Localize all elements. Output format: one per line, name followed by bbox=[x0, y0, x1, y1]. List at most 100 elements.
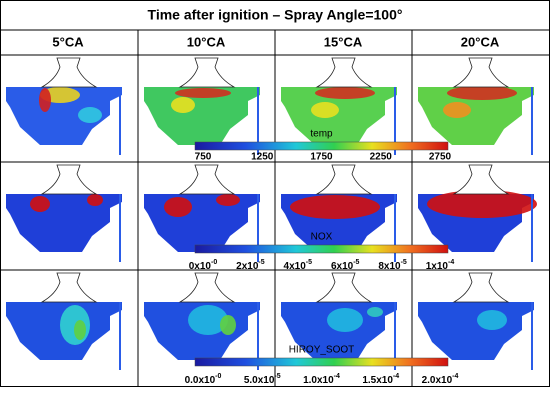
contour bbox=[171, 97, 195, 113]
colorbar-tick-label: 0x10-0 bbox=[189, 259, 218, 272]
contour bbox=[477, 310, 507, 330]
contour bbox=[74, 320, 86, 340]
cfd-panel bbox=[418, 57, 534, 155]
colorbar-tick-label: 2250 bbox=[370, 152, 393, 163]
colorbar-tick-label: 2x10-5 bbox=[236, 259, 265, 272]
contour bbox=[220, 315, 236, 335]
cfd-panel bbox=[144, 57, 260, 155]
chamber bbox=[144, 194, 260, 252]
colorbar-tick-label: 1250 bbox=[251, 152, 274, 163]
valve bbox=[178, 164, 236, 195]
figure-title: Time after ignition – Spray Angle=100° bbox=[148, 7, 403, 23]
column-header: 5°CA bbox=[52, 34, 84, 49]
valve bbox=[178, 272, 236, 303]
valve bbox=[40, 272, 98, 303]
tick-exponent: -5 bbox=[353, 259, 359, 266]
contour bbox=[216, 194, 240, 206]
contour bbox=[175, 88, 231, 98]
contour bbox=[315, 87, 375, 99]
colorbar-tick-label: 1.0x10-4 bbox=[303, 373, 340, 386]
valve bbox=[452, 57, 510, 88]
valve bbox=[40, 57, 98, 88]
colorbar bbox=[194, 141, 449, 151]
cfd-panel bbox=[144, 164, 260, 262]
contour bbox=[327, 308, 363, 332]
valve bbox=[315, 164, 373, 195]
chamber bbox=[6, 87, 122, 145]
tick-base: 1.0x10 bbox=[303, 375, 334, 386]
valve bbox=[40, 164, 98, 195]
colorbar-tick-label: 6x10-5 bbox=[331, 259, 360, 272]
colorbar-label: temp bbox=[310, 129, 333, 140]
colorbar-tick-label: 1750 bbox=[310, 152, 333, 163]
tick-base: 6x10 bbox=[331, 261, 354, 272]
cfd-panel bbox=[281, 57, 397, 155]
colorbar-label: HIROY_SOOT bbox=[289, 345, 355, 356]
contour bbox=[164, 197, 192, 217]
cfd-panel bbox=[418, 164, 537, 262]
colorbar-tick-label: 2750 bbox=[429, 152, 452, 163]
colorbar-tick-label: 5.0x10-5 bbox=[244, 373, 281, 386]
colorbar-tick-label: 1x10-4 bbox=[426, 259, 455, 272]
contour bbox=[443, 102, 471, 118]
tick-exponent: -5 bbox=[401, 259, 407, 266]
cfd-panel bbox=[281, 164, 397, 262]
valve bbox=[452, 164, 510, 195]
tick-base: 5.0x10 bbox=[244, 375, 275, 386]
contour bbox=[447, 86, 517, 100]
cfd-panel bbox=[281, 272, 397, 370]
contour bbox=[30, 196, 50, 212]
colorbar-tick-label: 750 bbox=[195, 152, 212, 163]
contour bbox=[188, 305, 228, 335]
cfd-panel bbox=[418, 272, 534, 370]
contour bbox=[290, 195, 380, 219]
colorbar-tick-label: 4x10-5 bbox=[284, 259, 313, 272]
tick-base: 4x10 bbox=[284, 261, 307, 272]
colorbar bbox=[194, 357, 449, 367]
cfd-panel bbox=[6, 57, 122, 155]
column-header: 20°CA bbox=[461, 34, 500, 49]
chamber bbox=[6, 194, 122, 252]
valve bbox=[315, 272, 373, 303]
contour bbox=[39, 88, 51, 112]
tick-exponent: -0 bbox=[215, 373, 221, 380]
cfd-panel bbox=[144, 272, 260, 370]
colorbar-tick-label: 1.5x10-4 bbox=[362, 373, 399, 386]
tick-base: 1x10 bbox=[426, 261, 449, 272]
contour bbox=[367, 307, 383, 317]
tick-exponent: -4 bbox=[452, 373, 458, 380]
cfd-panel bbox=[6, 164, 122, 262]
tick-exponent: -5 bbox=[306, 259, 312, 266]
colorbar-tick-label: 8x10-5 bbox=[378, 259, 407, 272]
tick-exponent: -4 bbox=[393, 373, 399, 380]
tick-exponent: -0 bbox=[211, 259, 217, 266]
cfd-panel bbox=[6, 272, 122, 370]
tick-base: 0.0x10 bbox=[185, 375, 216, 386]
chamber bbox=[281, 87, 397, 145]
tick-exponent: -5 bbox=[258, 259, 264, 266]
tick-exponent: -5 bbox=[274, 373, 280, 380]
colorbar-tick-label: 0.0x10-0 bbox=[185, 373, 222, 386]
colorbar bbox=[194, 244, 449, 254]
tick-base: 2x10 bbox=[236, 261, 259, 272]
tick-base: 1.5x10 bbox=[362, 375, 393, 386]
colorbar-tick-label: 2.0x10-4 bbox=[422, 373, 459, 386]
column-header: 10°CA bbox=[187, 34, 226, 49]
tick-base: 8x10 bbox=[378, 261, 401, 272]
column-header: 15°CA bbox=[324, 34, 363, 49]
contour bbox=[87, 194, 103, 206]
colorbar-label: NOX bbox=[311, 232, 333, 243]
contour bbox=[427, 190, 537, 218]
chamber bbox=[418, 302, 534, 360]
contour bbox=[311, 102, 339, 118]
tick-base: 0x10 bbox=[189, 261, 212, 272]
tick-base: 2.0x10 bbox=[422, 375, 453, 386]
valve bbox=[315, 57, 373, 88]
tick-exponent: -4 bbox=[334, 373, 340, 380]
valve bbox=[178, 57, 236, 88]
chamber bbox=[418, 87, 534, 145]
valve bbox=[452, 272, 510, 303]
contour bbox=[78, 107, 102, 123]
tick-exponent: -4 bbox=[448, 259, 454, 266]
